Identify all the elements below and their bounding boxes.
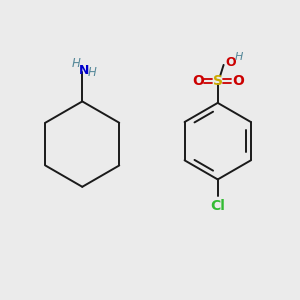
Text: O: O: [232, 74, 244, 88]
Text: H: H: [235, 52, 243, 62]
Text: Cl: Cl: [210, 199, 225, 213]
Text: N: N: [79, 64, 89, 77]
Text: H: H: [72, 57, 81, 70]
Text: O: O: [192, 74, 204, 88]
Text: O: O: [225, 56, 236, 69]
Text: H: H: [88, 66, 97, 80]
Text: S: S: [213, 74, 223, 88]
